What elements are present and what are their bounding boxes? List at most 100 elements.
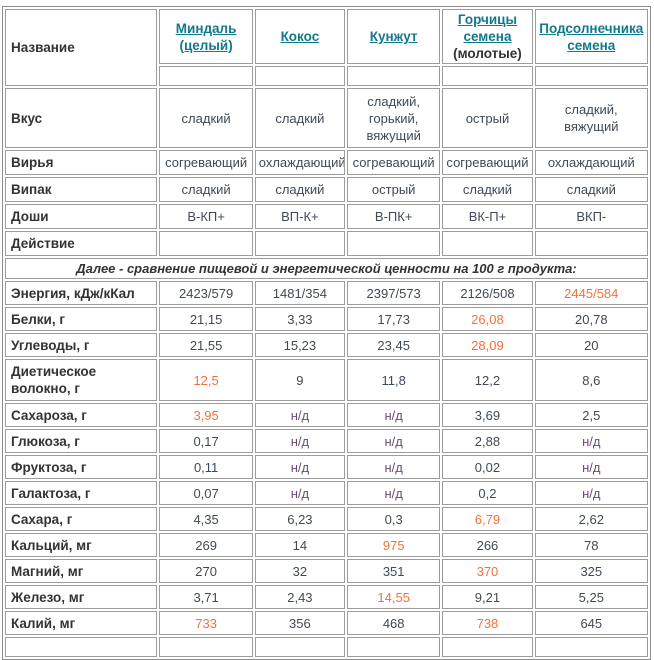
cell-value: н/д [254, 403, 346, 427]
cell-value: 20,78 [534, 307, 648, 331]
empty-subcell [347, 66, 441, 86]
nutrient-row: Диетическое волокно, г 12,5 9 11,8 12,2 8,6 [5, 359, 648, 401]
cell-value: 14,55 [347, 585, 441, 609]
nutrient-row: Железо, мг 3,71 2,43 14,55 9,21 5,25 [5, 585, 648, 609]
cell-value: 9 [254, 359, 346, 401]
empty-cell [347, 637, 441, 657]
row-label: Белки, г [5, 307, 158, 331]
cell-value: В-ПК+ [347, 204, 441, 229]
product-link-almond[interactable]: Миндаль (целый) [175, 20, 237, 53]
cell-value: сладкий [254, 88, 346, 148]
cell-value: 3,69 [442, 403, 533, 427]
row-label: Випак [5, 177, 158, 202]
empty-cell [442, 637, 533, 657]
cell-value: 14 [254, 533, 346, 557]
property-row: Доши В-КП+ ВП-К+ В-ПК+ ВК-П+ ВКП- [5, 204, 648, 229]
product-link-sunflower[interactable]: Подсолнечника семена [539, 20, 644, 53]
row-label: Вкус [5, 88, 158, 148]
row-label: Углеводы, г [5, 333, 158, 357]
empty-cell [5, 637, 158, 657]
section-note: Далее - сравнение пищевой и энергетическ… [5, 258, 648, 279]
cell-value: 17,73 [347, 307, 441, 331]
cell-value: сладкий [534, 177, 648, 202]
cell-value [159, 231, 253, 256]
cell-value: 325 [534, 559, 648, 583]
cell-value: н/д [534, 429, 648, 453]
cell-value: н/д [254, 455, 346, 479]
row-label: Кальций, мг [5, 533, 158, 557]
product-suffix-mustard: (молотые) [453, 46, 522, 61]
nutrient-row: Белки, г 21,15 3,33 17,73 26,08 20,78 [5, 307, 648, 331]
nutrient-row: Калий, мг 733 356 468 738 645 [5, 611, 648, 635]
nutrient-row: Фруктоза, г 0,11 н/д н/д 0,02 н/д [5, 455, 648, 479]
cell-value: сладкий [159, 88, 253, 148]
cell-value: н/д [534, 481, 648, 505]
cell-value: сладкий [159, 177, 253, 202]
cell-value: 23,45 [347, 333, 441, 357]
cell-value: 2,5 [534, 403, 648, 427]
row-label: Энергия, кДж/кКал [5, 281, 158, 305]
cell-value: 28,09 [442, 333, 533, 357]
header-subrow [5, 66, 648, 86]
cell-value [534, 231, 648, 256]
cell-value: 2126/508 [442, 281, 533, 305]
property-row: Вирья согревающий охлаждающий согревающий со… [5, 150, 648, 175]
nutrient-row: Магний, мг 270 32 351 370 325 [5, 559, 648, 583]
cell-value: 12,5 [159, 359, 253, 401]
trailing-row [5, 637, 648, 657]
name-header-cell: Название [5, 9, 158, 86]
cell-value: В-КП+ [159, 204, 253, 229]
row-label: Фруктоза, г [5, 455, 158, 479]
product-link-sesame[interactable]: Кунжут [369, 29, 418, 44]
cell-value: 2,88 [442, 429, 533, 453]
cell-value: 2397/573 [347, 281, 441, 305]
cell-value: 266 [442, 533, 533, 557]
empty-subcell [159, 66, 253, 86]
cell-value: 8,6 [534, 359, 648, 401]
property-row: Випак сладкий сладкий острый сладкий сладкий [5, 177, 648, 202]
row-label: Калий, мг [5, 611, 158, 635]
nutrient-row: Галактоза, г 0,07 н/д н/д 0,2 н/д [5, 481, 648, 505]
cell-value: 370 [442, 559, 533, 583]
cell-value: 15,23 [254, 333, 346, 357]
cell-value: 738 [442, 611, 533, 635]
cell-value: острый [347, 177, 441, 202]
cell-value: н/д [347, 403, 441, 427]
cell-value: ВК-П+ [442, 204, 533, 229]
row-label: Галактоза, г [5, 481, 158, 505]
cell-value: острый [442, 88, 533, 148]
cell-value: 733 [159, 611, 253, 635]
cell-value: сладкий, вяжущий [534, 88, 648, 148]
cell-value: н/д [347, 455, 441, 479]
cell-value: 12,2 [442, 359, 533, 401]
product-link-mustard[interactable]: Горчицы семена [457, 12, 517, 44]
row-label: Магний, мг [5, 559, 158, 583]
cell-value: охлаждающий [534, 150, 648, 175]
product-link-coconut[interactable]: Кокос [280, 29, 320, 44]
cell-value: согревающий [347, 150, 441, 175]
cell-value: 0,07 [159, 481, 253, 505]
cell-value: ВКП- [534, 204, 648, 229]
cell-value: 0,3 [347, 507, 441, 531]
nutrient-row: Энергия, кДж/кКал 2423/579 1481/354 2397/57… [5, 281, 648, 305]
row-label: Доши [5, 204, 158, 229]
cell-value: 6,23 [254, 507, 346, 531]
cell-value: 351 [347, 559, 441, 583]
cell-value: н/д [347, 481, 441, 505]
cell-value: 2,62 [534, 507, 648, 531]
cell-value: н/д [254, 429, 346, 453]
cell-value: 3,33 [254, 307, 346, 331]
cell-value: 645 [534, 611, 648, 635]
empty-subcell [442, 66, 533, 86]
cell-value: 0,2 [442, 481, 533, 505]
cell-value [347, 231, 441, 256]
cell-value [442, 231, 533, 256]
cell-value: сладкий, горький, вяжущий [347, 88, 441, 148]
product-header-coconut: Кокос [254, 9, 346, 64]
row-label: Диетическое волокно, г [5, 359, 158, 401]
cell-value: 9,21 [442, 585, 533, 609]
row-label: Вирья [5, 150, 158, 175]
nutrient-row: Глюкоза, г 0,17 н/д н/д 2,88 н/д [5, 429, 648, 453]
section-note-row: Далее - сравнение пищевой и энергетическ… [5, 258, 648, 279]
empty-cell [254, 637, 346, 657]
